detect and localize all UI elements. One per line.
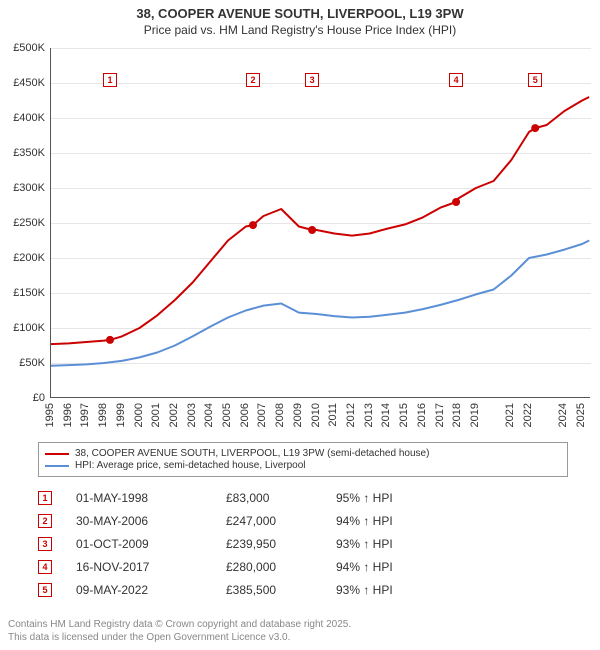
- x-tick-label: 2015: [398, 403, 410, 427]
- title-address: 38, COOPER AVENUE SOUTH, LIVERPOOL, L19 …: [0, 6, 600, 21]
- sales-date: 01-MAY-1998: [76, 491, 226, 505]
- sales-row: 3 01-OCT-2009£239,95093% ↑ HPI: [38, 532, 568, 555]
- legend-swatch: [45, 465, 69, 467]
- x-tick-label: 1999: [115, 403, 127, 427]
- sales-hpi: 93% ↑ HPI: [336, 537, 446, 551]
- sales-table: 1 01-MAY-1998£83,00095% ↑ HPI 2 30-MAY-2006…: [38, 486, 568, 601]
- sales-date: 16-NOV-2017: [76, 560, 226, 574]
- y-tick-label: £150K: [0, 287, 45, 299]
- y-tick-label: £100K: [0, 322, 45, 334]
- y-tick-label: £450K: [0, 77, 45, 89]
- series-line: [51, 97, 589, 344]
- x-tick-label: 2025: [575, 403, 587, 427]
- title-subtitle: Price paid vs. HM Land Registry's House …: [0, 23, 600, 37]
- x-tick-label: 2021: [504, 403, 516, 427]
- legend-box: 38, COOPER AVENUE SOUTH, LIVERPOOL, L19 …: [38, 442, 568, 477]
- x-tick-label: 1997: [79, 403, 91, 427]
- footer-line: This data is licensed under the Open Gov…: [8, 631, 351, 644]
- sale-dot: [531, 124, 539, 132]
- sales-date: 01-OCT-2009: [76, 537, 226, 551]
- sales-row: 4 16-NOV-2017£280,00094% ↑ HPI: [38, 555, 568, 578]
- x-tick-label: 2007: [256, 403, 268, 427]
- x-tick-label: 2024: [557, 403, 569, 427]
- y-tick-label: £500K: [0, 42, 45, 54]
- x-tick-label: 1998: [97, 403, 109, 427]
- x-tick-label: 2005: [221, 403, 233, 427]
- chart-area: 12345 £0£50K£100K£150K£200K£250K£300K£35…: [50, 48, 590, 398]
- chart-marker: 5: [528, 73, 542, 87]
- x-tick-label: 2009: [292, 403, 304, 427]
- sales-row: 1 01-MAY-1998£83,00095% ↑ HPI: [38, 486, 568, 509]
- sales-date: 09-MAY-2022: [76, 583, 226, 597]
- sale-dot: [106, 336, 114, 344]
- sales-hpi: 95% ↑ HPI: [336, 491, 446, 505]
- x-tick-label: 1996: [62, 403, 74, 427]
- x-tick-label: 2000: [133, 403, 145, 427]
- x-tick-label: 1995: [44, 403, 56, 427]
- sale-dot: [452, 198, 460, 206]
- sales-date: 30-MAY-2006: [76, 514, 226, 528]
- sales-marker: 1: [38, 491, 52, 505]
- sales-marker: 4: [38, 560, 52, 574]
- sales-marker: 5: [38, 583, 52, 597]
- title-block: 38, COOPER AVENUE SOUTH, LIVERPOOL, L19 …: [0, 0, 600, 39]
- x-tick-label: 2018: [451, 403, 463, 427]
- sales-hpi: 93% ↑ HPI: [336, 583, 446, 597]
- x-tick-label: 2006: [239, 403, 251, 427]
- x-tick-label: 2012: [345, 403, 357, 427]
- line-series-svg: [51, 48, 591, 398]
- y-tick-label: £350K: [0, 147, 45, 159]
- y-tick-label: £400K: [0, 112, 45, 124]
- sales-price: £385,500: [226, 583, 336, 597]
- footer-attribution: Contains HM Land Registry data © Crown c…: [8, 618, 351, 644]
- x-tick-label: 2010: [310, 403, 322, 427]
- sales-row: 2 30-MAY-2006£247,00094% ↑ HPI: [38, 509, 568, 532]
- footer-line: Contains HM Land Registry data © Crown c…: [8, 618, 351, 631]
- series-line: [51, 241, 589, 366]
- y-tick-label: £50K: [0, 357, 45, 369]
- x-tick-label: 2004: [203, 403, 215, 427]
- sales-price: £280,000: [226, 560, 336, 574]
- x-tick-label: 2002: [168, 403, 180, 427]
- sales-marker: 3: [38, 537, 52, 551]
- sales-price: £83,000: [226, 491, 336, 505]
- sales-marker: 2: [38, 514, 52, 528]
- sales-hpi: 94% ↑ HPI: [336, 514, 446, 528]
- x-tick-label: 2022: [522, 403, 534, 427]
- y-tick-label: £300K: [0, 182, 45, 194]
- chart-marker: 3: [305, 73, 319, 87]
- legend-item: 38, COOPER AVENUE SOUTH, LIVERPOOL, L19 …: [45, 448, 561, 459]
- x-tick-label: 2013: [363, 403, 375, 427]
- legend-label: HPI: Average price, semi-detached house,…: [75, 460, 306, 471]
- y-tick-label: £250K: [0, 217, 45, 229]
- sales-price: £247,000: [226, 514, 336, 528]
- legend-label: 38, COOPER AVENUE SOUTH, LIVERPOOL, L19 …: [75, 448, 429, 459]
- x-tick-label: 2017: [434, 403, 446, 427]
- legend-swatch: [45, 453, 69, 455]
- chart-marker: 4: [449, 73, 463, 87]
- x-tick-label: 2001: [150, 403, 162, 427]
- y-tick-label: £200K: [0, 252, 45, 264]
- x-tick-label: 2019: [469, 403, 481, 427]
- sales-row: 5 09-MAY-2022£385,50093% ↑ HPI: [38, 578, 568, 601]
- x-tick-label: 2014: [380, 403, 392, 427]
- sales-price: £239,950: [226, 537, 336, 551]
- chart-marker: 2: [246, 73, 260, 87]
- x-tick-label: 2003: [186, 403, 198, 427]
- chart-container: 38, COOPER AVENUE SOUTH, LIVERPOOL, L19 …: [0, 0, 600, 650]
- chart-marker: 1: [103, 73, 117, 87]
- sale-dot: [308, 226, 316, 234]
- y-tick-label: £0: [0, 392, 45, 404]
- sale-dot: [249, 221, 257, 229]
- sales-hpi: 94% ↑ HPI: [336, 560, 446, 574]
- x-tick-label: 2011: [327, 403, 339, 427]
- x-tick-label: 2016: [416, 403, 428, 427]
- x-tick-label: 2008: [274, 403, 286, 427]
- legend-item: HPI: Average price, semi-detached house,…: [45, 460, 561, 471]
- plot-surface: 1 2 3 4 5: [50, 48, 590, 398]
